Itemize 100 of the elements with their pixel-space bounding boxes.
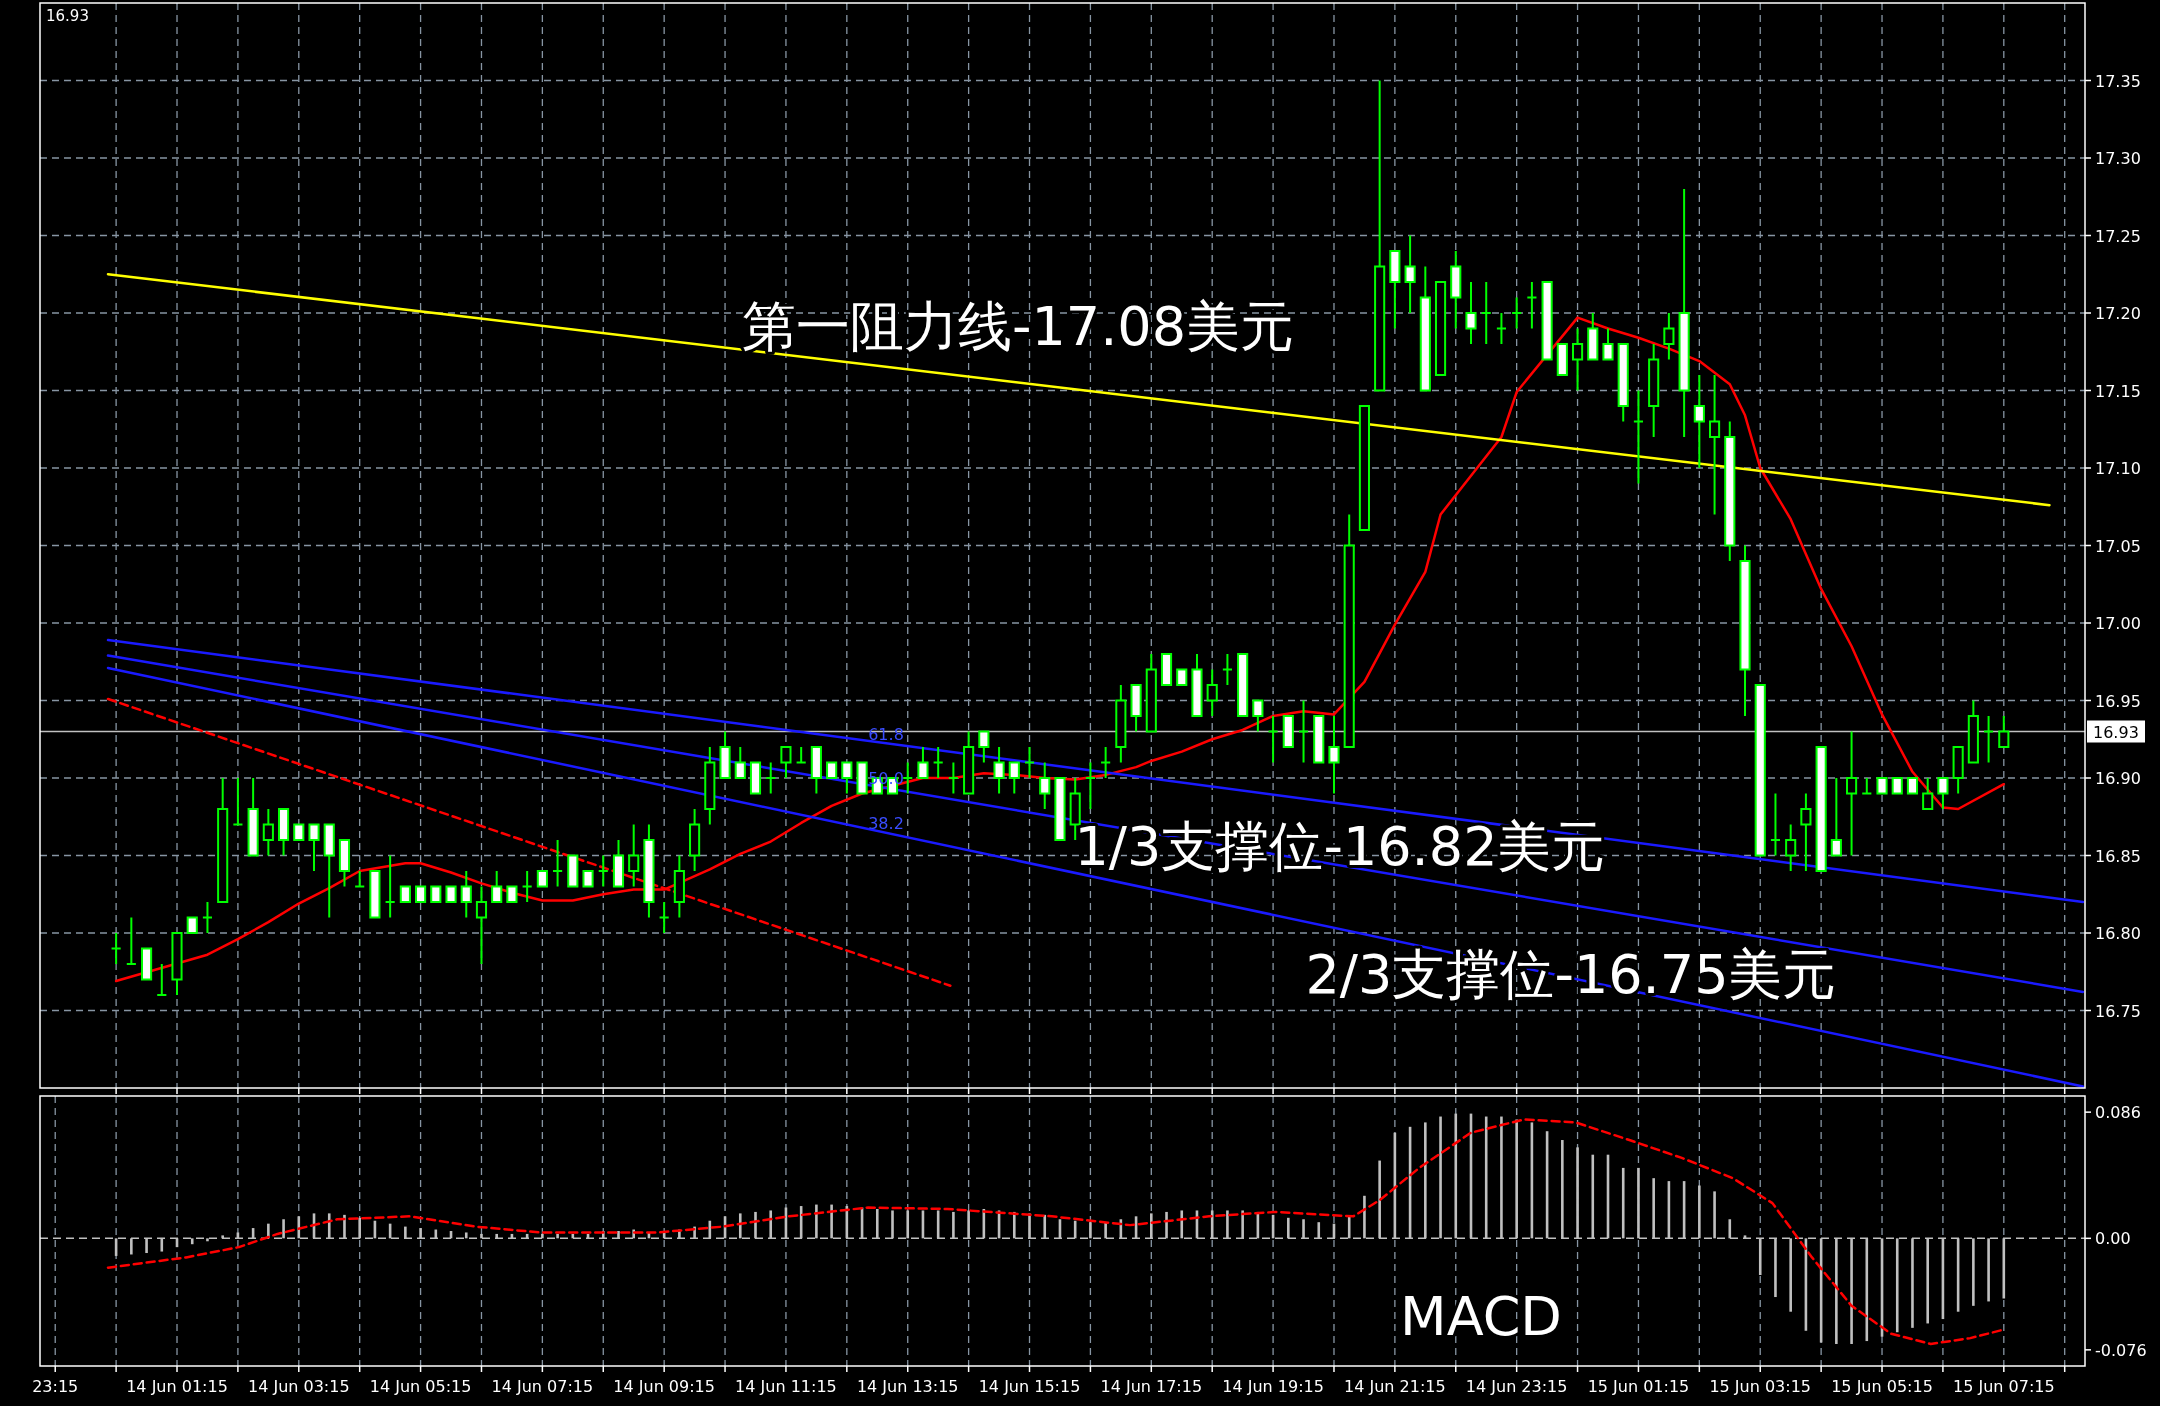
y-tick-label: 17.05 (2095, 536, 2141, 556)
candlestick (597, 854, 609, 888)
candlestick (1404, 234, 1416, 314)
x-tick-label: 14 Jun 03:15 (247, 1377, 350, 1396)
y-tick-label: 16.90 (2095, 769, 2141, 788)
candlestick (734, 746, 746, 779)
y-tick-label: 17.10 (2095, 459, 2141, 478)
candlestick (1830, 777, 1842, 857)
candlestick (110, 932, 122, 965)
x-tick-label: 15 Jun 03:15 (1709, 1377, 1812, 1396)
annotation: 第一阻力线-17.08美元 (741, 294, 1295, 358)
candlestick (1998, 715, 2010, 748)
candlestick (1267, 715, 1279, 764)
candlestick (1297, 699, 1310, 764)
bar (1363, 1195, 1366, 1239)
candlestick (1495, 312, 1508, 345)
y-tick-label: 17.35 (2095, 71, 2141, 91)
candlestick (232, 777, 244, 826)
candlestick (1008, 761, 1020, 795)
candlestick (1983, 715, 1995, 764)
x-tick-label: 15 Jun 05:15 (1831, 1377, 1933, 1396)
x-tick-label: 15 Jun 07:15 (1952, 1377, 2055, 1396)
candlestick (1328, 715, 1340, 795)
candlestick (780, 746, 792, 779)
y-tick-label: 0.086 (2095, 1103, 2141, 1123)
candlestick (917, 746, 929, 779)
x-tick-label: 14 Jun 23:15 (1465, 1377, 1568, 1396)
candlestick (1800, 792, 1812, 872)
y-tick-label: 17.15 (2095, 381, 2141, 401)
bar (1713, 1191, 1716, 1239)
candlestick (1846, 730, 1858, 857)
y-tick-label: 17.25 (2095, 226, 2141, 246)
candlestick (1785, 823, 1797, 872)
candlestick (491, 870, 503, 903)
y-tick-label: -0.076 (2095, 1340, 2147, 1360)
bar (1454, 1113, 1458, 1239)
candlestick (1206, 668, 1218, 717)
bar (1089, 1222, 1092, 1239)
candlestick (1221, 653, 1233, 686)
bar (1347, 1216, 1351, 1239)
candlestick (932, 746, 944, 779)
y-tick-label: 16.95 (2095, 691, 2141, 711)
x-tick-label: 14 Jun 13:15 (856, 1377, 959, 1396)
candlestick (1693, 374, 1705, 469)
candlestick (841, 761, 853, 795)
candlestick (262, 808, 274, 857)
candlestick (1526, 281, 1538, 330)
candlestick (658, 901, 670, 934)
candlestick (1084, 761, 1096, 810)
candlestick (795, 746, 807, 764)
candlestick (1632, 389, 1645, 485)
bar (464, 1232, 468, 1239)
annotation: MACD (1400, 1284, 1562, 1348)
annotation: 16.93 (46, 7, 89, 25)
candlestick (902, 761, 914, 795)
x-tick-label: 14 Jun 15:15 (978, 1377, 1081, 1396)
candlestick (1571, 327, 1584, 392)
candlestick (947, 761, 959, 795)
bar (1439, 1116, 1442, 1239)
candlestick (308, 823, 320, 872)
candlestick (460, 870, 472, 919)
candlestick (475, 885, 488, 965)
candlestick (1511, 296, 1523, 330)
y-tick-label: 17.30 (2095, 149, 2141, 168)
bar (282, 1219, 285, 1239)
candlestick (1861, 777, 1873, 795)
candlestick (1100, 746, 1112, 779)
candlestick (384, 854, 396, 919)
x-tick-label: 14 Jun 01:15 (126, 1377, 228, 1396)
candlestick (156, 963, 168, 996)
candlestick (628, 823, 640, 888)
candlestick (1602, 327, 1614, 361)
candlestick (993, 746, 1005, 795)
bar (1621, 1167, 1625, 1239)
candlestick (1039, 761, 1051, 810)
y-tick-label: 16.85 (2095, 846, 2141, 866)
candlestick (521, 870, 533, 903)
bar (906, 1210, 910, 1239)
y-tick-label: 16.75 (2095, 1001, 2141, 1021)
candlestick (125, 916, 137, 965)
ref-line-label: 16.93 (2093, 722, 2139, 742)
candlestick (1480, 281, 1492, 345)
x-tick-label: 14 Jun 21:15 (1344, 1377, 1446, 1396)
y-tick-label: 0.00 (2095, 1229, 2131, 1249)
bar (815, 1204, 818, 1239)
candlestick (1937, 777, 1949, 810)
annotation: 38.2 (868, 813, 904, 833)
candlestick (1465, 281, 1477, 345)
candlestick (1922, 777, 1934, 810)
candlestick (1663, 312, 1675, 361)
candlestick (1252, 699, 1264, 733)
x-tick-label: 14 Jun 05:15 (369, 1377, 472, 1396)
x-tick-label: 15 Jun 01:15 (1587, 1377, 1690, 1396)
candlestick (201, 901, 214, 934)
candlestick (1769, 792, 1782, 857)
x-tick-label: 14 Jun 19:15 (1222, 1377, 1324, 1396)
x-tick-label: 14 Jun 17:15 (1100, 1377, 1203, 1396)
candlestick (1023, 746, 1036, 779)
candlestick (978, 730, 990, 764)
x-tick-label: 14 Jun 07:15 (491, 1377, 594, 1396)
